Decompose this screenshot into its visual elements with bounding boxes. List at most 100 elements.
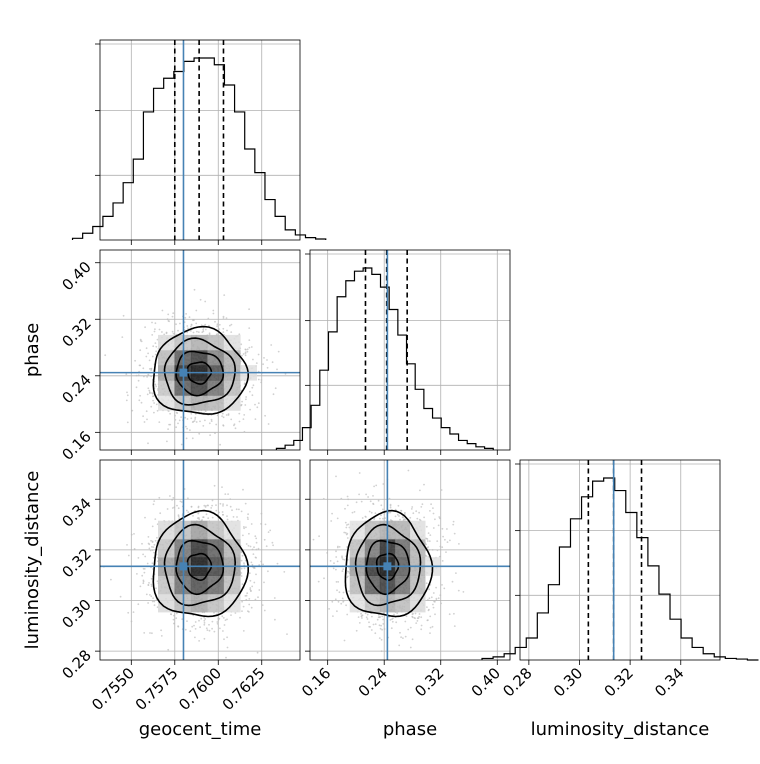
sample-point <box>153 604 156 607</box>
sample-point <box>177 625 180 627</box>
density-cell <box>223 380 241 396</box>
sample-point <box>260 381 262 384</box>
sample-point <box>216 621 219 623</box>
sample-point <box>260 379 263 381</box>
sample-point <box>226 618 228 621</box>
sample-point <box>222 630 224 632</box>
sample-point <box>421 503 424 506</box>
sample-point <box>194 416 197 419</box>
sample-point <box>152 556 155 559</box>
sample-point <box>374 512 377 515</box>
sample-point <box>226 636 229 639</box>
sample-point <box>142 415 145 418</box>
sample-point <box>262 363 264 366</box>
sample-point <box>347 575 349 578</box>
sample-point <box>174 419 177 421</box>
sample-point <box>156 536 158 539</box>
sample-point <box>137 374 140 377</box>
sample-point <box>225 656 227 659</box>
sample-point <box>286 633 288 635</box>
y-tick-label: 0.28 <box>58 646 94 682</box>
sample-point <box>372 503 375 505</box>
sample-point <box>172 497 175 499</box>
sample-point <box>457 589 460 592</box>
sample-point <box>240 575 243 577</box>
sample-point <box>336 517 339 520</box>
sample-point <box>151 600 154 603</box>
panel-1-0: 0.16 0.24 0.32 0.40 <box>58 249 301 464</box>
sample-point <box>371 615 373 618</box>
density-cell <box>158 395 175 411</box>
sample-point <box>189 429 191 431</box>
sample-point <box>251 548 254 551</box>
sample-point <box>152 345 155 348</box>
sample-point <box>201 331 204 334</box>
density-cell <box>394 538 411 558</box>
sample-point <box>274 618 276 621</box>
density-cell <box>394 575 411 595</box>
sample-point <box>256 406 259 409</box>
sample-point <box>242 605 245 608</box>
x-tick-label: 0.7600 <box>175 664 225 714</box>
sample-point <box>167 428 170 430</box>
sample-point <box>449 539 451 542</box>
sample-point <box>133 548 136 550</box>
sample-point <box>133 533 135 535</box>
sample-point <box>404 511 406 514</box>
sample-point <box>226 518 229 521</box>
sample-point <box>267 531 270 533</box>
sample-point <box>253 546 255 549</box>
sample-point <box>382 483 385 485</box>
sample-point <box>264 414 266 417</box>
sample-point <box>148 547 151 550</box>
sample-point <box>452 520 455 523</box>
sample-point <box>346 495 349 498</box>
sample-point <box>156 580 159 583</box>
sample-point <box>232 516 235 518</box>
sample-point <box>240 510 243 513</box>
sample-point <box>251 585 254 588</box>
sample-point <box>130 620 133 623</box>
sample-point <box>153 411 155 414</box>
sample-point <box>252 553 255 555</box>
density-cell <box>349 538 366 558</box>
sample-point <box>441 560 444 562</box>
sample-point <box>348 590 350 592</box>
sample-point <box>219 627 221 630</box>
sample-point <box>247 518 249 520</box>
sample-point <box>257 353 260 356</box>
sample-point <box>222 327 225 330</box>
sample-point <box>230 331 233 333</box>
sample-point <box>381 628 383 631</box>
sample-point <box>248 339 251 341</box>
sample-point <box>211 516 214 519</box>
sample-point <box>401 516 404 518</box>
sample-point <box>166 440 168 443</box>
density-cell <box>207 538 225 558</box>
sample-point <box>427 619 429 621</box>
sample-point <box>341 556 343 559</box>
sample-point <box>341 597 344 600</box>
sample-point <box>151 321 153 324</box>
sample-point <box>329 560 332 562</box>
sample-point <box>246 516 249 519</box>
sample-point <box>131 409 134 412</box>
sample-point <box>212 309 215 312</box>
sample-point <box>198 619 200 622</box>
sample-point <box>224 493 227 495</box>
sample-point <box>188 316 191 318</box>
y-tick-label: 0.24 <box>58 371 94 407</box>
sample-point <box>365 493 367 496</box>
sample-point <box>196 517 199 520</box>
sample-point <box>383 513 386 515</box>
sample-point <box>185 313 188 315</box>
sample-point <box>169 412 172 415</box>
sample-point <box>242 630 245 632</box>
sample-point <box>240 567 243 570</box>
sample-point <box>425 582 428 585</box>
sample-point <box>139 394 142 397</box>
sample-point <box>202 425 205 427</box>
sample-point <box>206 629 209 631</box>
sample-point <box>256 651 259 654</box>
sample-point <box>179 322 181 325</box>
